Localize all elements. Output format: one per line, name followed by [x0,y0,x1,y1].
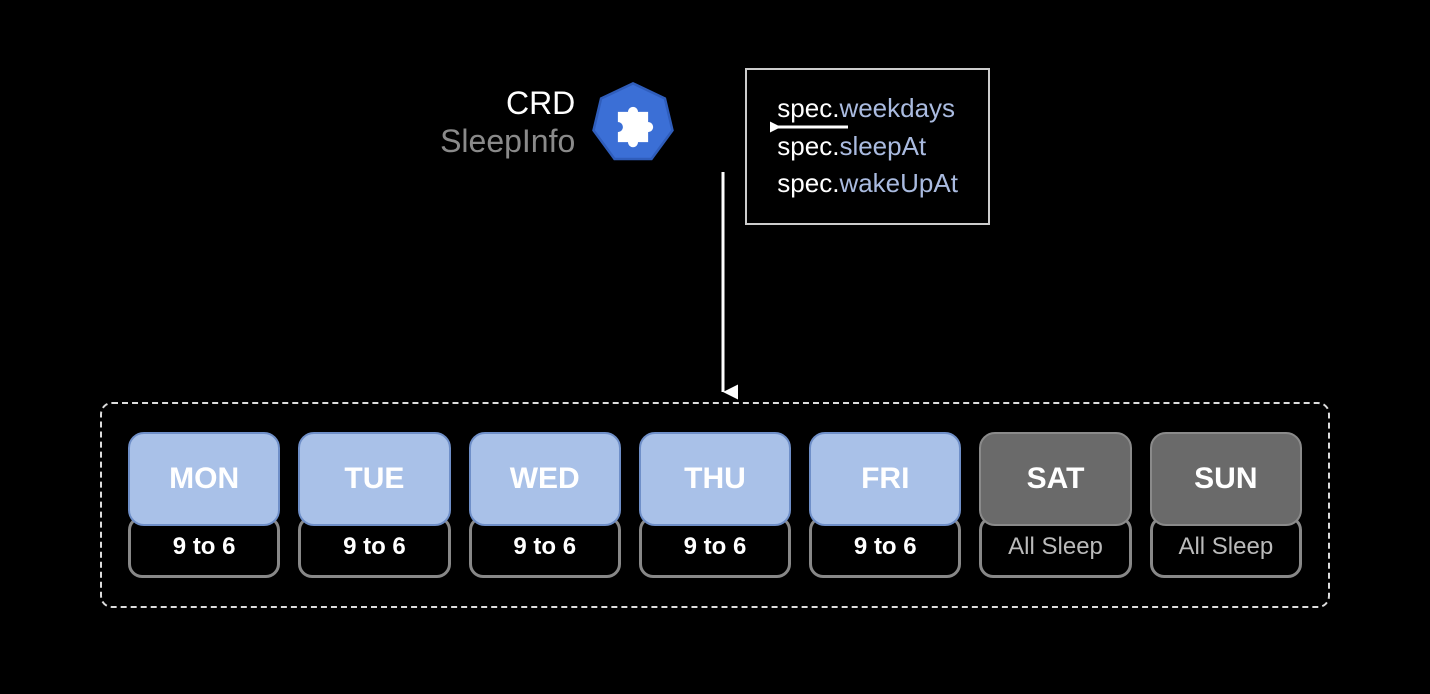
spec-box: spec.weekdays spec.sleepAt spec.wakeUpAt [745,68,990,225]
spec-line-sleepat: spec.sleepAt [777,128,958,166]
spec-prefix: spec. [777,168,839,198]
spec-field: wakeUpAt [839,168,958,198]
crd-title: CRD [440,84,575,122]
day-column-sun: SUN All Sleep [1150,432,1302,578]
spec-prefix: spec. [777,93,839,123]
day-column-wed: WED 9 to 6 [469,432,621,578]
day-header: WED [469,432,621,526]
day-header: SUN [1150,432,1302,526]
day-header: FRI [809,432,961,526]
spec-line-wakeupat: spec.wakeUpAt [777,165,958,203]
spec-prefix: spec. [777,131,839,161]
spec-field: sleepAt [839,131,926,161]
spec-line-weekdays: spec.weekdays [777,90,958,128]
day-column-fri: FRI 9 to 6 [809,432,961,578]
day-header: THU [639,432,791,526]
day-column-tue: TUE 9 to 6 [298,432,450,578]
crd-subtitle: SleepInfo [440,122,575,160]
spec-field: weekdays [839,93,955,123]
week-schedule-box: MON 9 to 6 TUE 9 to 6 WED 9 to 6 THU 9 t… [100,402,1330,608]
day-header: TUE [298,432,450,526]
day-header: SAT [979,432,1131,526]
day-header: MON [128,432,280,526]
crd-header-row: CRD SleepInfo spec.weekdays spec.sleepAt… [0,80,1430,225]
crd-heptagon-icon [591,80,675,164]
day-column-mon: MON 9 to 6 [128,432,280,578]
day-column-thu: THU 9 to 6 [639,432,791,578]
crd-labels: CRD SleepInfo [440,84,575,161]
day-column-sat: SAT All Sleep [979,432,1131,578]
